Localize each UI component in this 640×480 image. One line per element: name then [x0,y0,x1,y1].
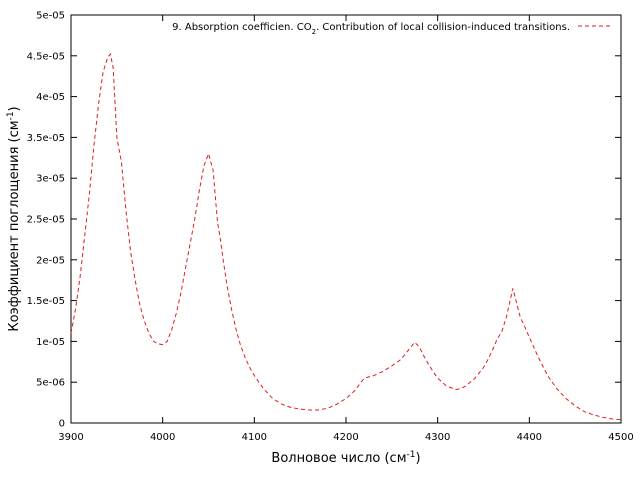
series-layer [70,53,622,421]
y-tick-label: 5e-06 [36,378,65,389]
y-tick-label: 1e-05 [36,337,65,348]
y-tick-label: 2e-05 [36,255,65,266]
series-line [70,53,622,421]
x-tick-label: 4000 [150,432,175,443]
y-tick-label: 1.5e-05 [27,296,65,307]
y-tick-label: 4e-05 [36,92,65,103]
x-tick-label: 4300 [425,432,450,443]
plot-frame [70,14,622,424]
x-tick-label: 4400 [517,432,542,443]
y-tick-label: 0 [59,419,65,430]
legend-entry-label: 9. Absorption coefficien. CO2. Contribut… [172,22,570,36]
x-tick-label: 4100 [242,432,267,443]
y-axis-title: Коэффициент поглощения (см-1) [6,106,22,331]
ticks: 3900 4000 4100 4200 4300 4400 4500 0 5e-06 1e-05 1… [27,11,634,444]
y-tick-label: 3.5e-05 [27,133,65,144]
x-tick-label: 3900 [58,432,83,443]
y-tick-label: 2.5e-05 [27,215,65,226]
y-tick-label: 3e-05 [36,174,65,185]
y-tick-label: 5e-05 [36,11,65,22]
legend: 9. Absorption coefficien. CO2. Contribut… [172,22,612,36]
x-axis-title: Волновое число (см-1) [271,450,420,466]
x-tick-label: 4200 [333,432,358,443]
x-tick-label: 4500 [608,432,633,443]
y-tick-label: 4.5e-05 [27,51,65,62]
